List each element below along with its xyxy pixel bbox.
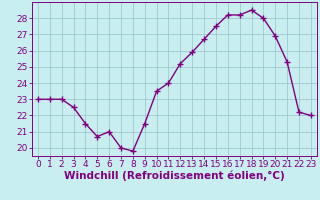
X-axis label: Windchill (Refroidissement éolien,°C): Windchill (Refroidissement éolien,°C): [64, 171, 285, 181]
